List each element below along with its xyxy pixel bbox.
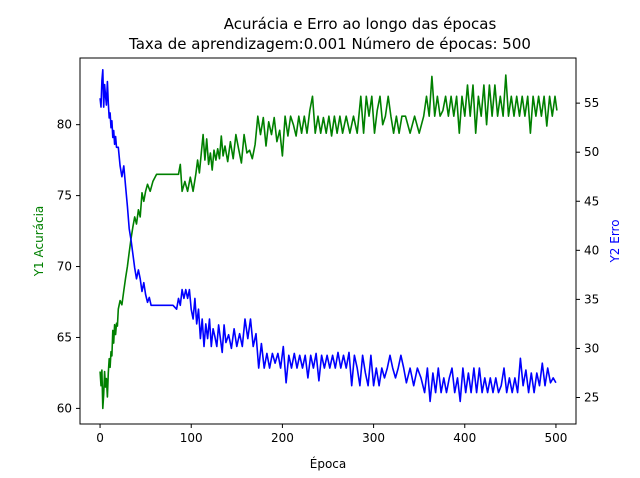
- y-left-axis-ticks: 60 65 70 75 80: [57, 118, 80, 415]
- chart-subtitle: Taxa de aprendizagem:0.001 Número de épo…: [128, 35, 531, 53]
- accuracy-line: [99, 74, 558, 410]
- x-tick-label: 400: [453, 431, 476, 445]
- y-right-axis-ticks: 25 30 35 40 45 50 55: [576, 96, 599, 405]
- y-right-tick-label: 45: [584, 194, 599, 208]
- x-tick-label: 300: [362, 431, 385, 445]
- x-tick-label: 500: [544, 431, 567, 445]
- y-right-tick-label: 30: [584, 341, 599, 355]
- y-right-axis-label: Y2 Erro: [608, 219, 622, 263]
- y-right-tick-label: 25: [584, 391, 599, 405]
- y-right-tick-label: 55: [584, 96, 599, 110]
- x-tick-label: 100: [180, 431, 203, 445]
- series-layer: [99, 69, 558, 410]
- y-right-tick-label: 35: [584, 292, 599, 306]
- y-right-tick-label: 50: [584, 145, 599, 159]
- y-left-tick-label: 70: [57, 260, 72, 274]
- x-axis-ticks: 0 100 200 300 400 500: [96, 424, 567, 445]
- error-line: [99, 69, 557, 403]
- y-right-tick-label: 40: [584, 243, 599, 257]
- y-left-tick-label: 60: [57, 401, 72, 415]
- plot-frame: [79, 57, 577, 425]
- y-left-tick-label: 80: [57, 118, 72, 132]
- x-axis-label: Época: [310, 456, 347, 471]
- x-tick-label: 200: [271, 431, 294, 445]
- x-tick-label: 0: [96, 431, 104, 445]
- y-left-tick-label: 65: [57, 330, 72, 344]
- y-left-axis-label: Y1 Acurácia: [32, 206, 46, 278]
- chart-title: Acurácia e Erro ao longo das épocas: [224, 15, 497, 33]
- y-left-tick-label: 75: [57, 189, 72, 203]
